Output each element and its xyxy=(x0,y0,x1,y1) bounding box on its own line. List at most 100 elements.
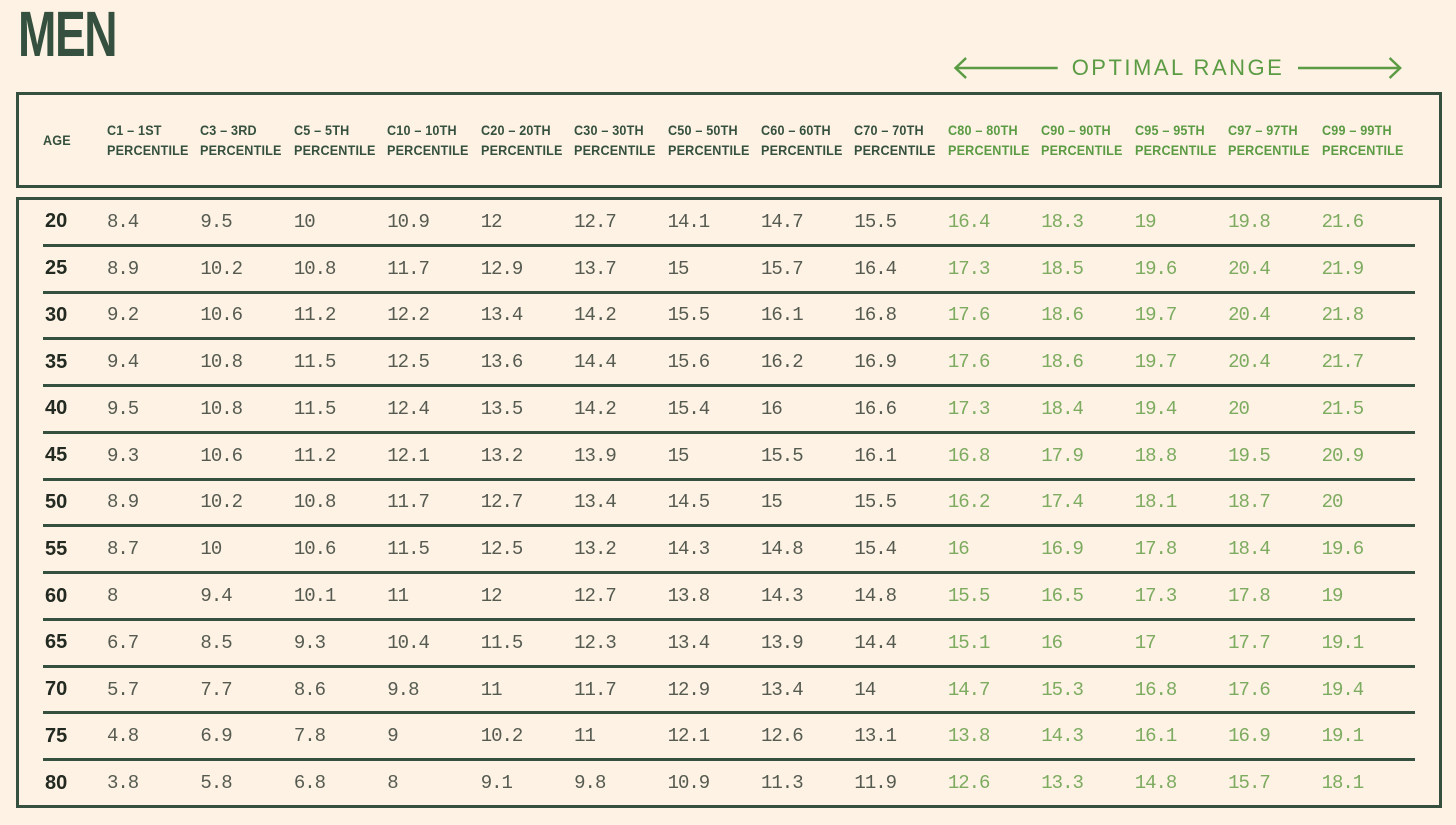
cell-value: 19.1 xyxy=(1321,725,1365,748)
cell-value: 5.7 xyxy=(107,678,139,701)
cell-value: 19.1 xyxy=(1321,631,1365,654)
age-cell: 30 xyxy=(45,303,68,326)
cell-value: 14.7 xyxy=(947,678,991,701)
table-row-age-30: 30 9.2 10.6 11.2 12.2 13.4 14.2 15.5 16.1 16.8 17.… xyxy=(43,294,1415,341)
table-row-age-80: 80 3.8 5.8 6.8 8 9.1 9.8 10.9 11.3 11.9 12.6 13.3 14… xyxy=(43,761,1415,805)
cell-value: 15.5 xyxy=(854,210,897,233)
cell-value: 8.9 xyxy=(107,257,139,280)
cell-value: 18.4 xyxy=(1228,538,1271,561)
cell-value: 15.4 xyxy=(667,397,711,420)
cell-value: 18.4 xyxy=(1041,397,1084,420)
cell-value: 17.4 xyxy=(1041,491,1084,514)
cell-value: 13.7 xyxy=(574,257,617,280)
cell-value: 15 xyxy=(667,444,690,467)
cell-value: 15.7 xyxy=(761,257,804,280)
cell-value: 8.9 xyxy=(107,491,139,514)
cell-value: 12 xyxy=(480,585,503,607)
table-row-age-70: 70 5.7 7.7 8.6 9.8 11 11.7 12.9 13.4 14 14.7 15.3 16… xyxy=(43,668,1415,715)
cell-value: 11.5 xyxy=(293,351,337,374)
cell-value: 13.4 xyxy=(761,678,804,701)
cell-value: 15 xyxy=(667,257,690,280)
cell-value: 13.6 xyxy=(480,351,524,374)
cell-value: 12.9 xyxy=(667,678,711,701)
cell-value: 17 xyxy=(1134,631,1157,654)
cell-value: 11 xyxy=(387,585,409,607)
cell-value: 11 xyxy=(574,725,596,748)
cell-value: 10 xyxy=(293,210,316,233)
cell-value: 17.6 xyxy=(1228,678,1271,701)
column-header-c50: C50 – 50TH PERCENTILE xyxy=(667,121,750,158)
cell-value: 12.4 xyxy=(387,397,430,420)
cell-value: 21.9 xyxy=(1321,257,1365,280)
column-header-c60: C60 – 60TH PERCENTILE xyxy=(761,121,843,158)
cell-value: 15.5 xyxy=(854,491,897,514)
cell-value: 21.6 xyxy=(1321,210,1365,233)
age-cell: 75 xyxy=(45,724,68,747)
cell-value: 14.4 xyxy=(574,351,617,374)
cell-value: 14 xyxy=(854,678,876,701)
cell-value: 17.8 xyxy=(1134,538,1178,561)
cell-value: 13.9 xyxy=(574,444,617,467)
cell-value: 11.2 xyxy=(293,444,337,467)
cell-value: 8.4 xyxy=(107,210,139,233)
cell-value: 10.9 xyxy=(667,772,711,795)
cell-value: 12 xyxy=(480,210,503,233)
cell-value: 16.4 xyxy=(947,210,991,233)
cell-value: 14.3 xyxy=(761,585,804,607)
cell-value: 19.4 xyxy=(1134,397,1178,420)
cell-value: 13.1 xyxy=(854,725,897,748)
cell-value: 13.9 xyxy=(761,631,804,654)
cell-value: 13.5 xyxy=(480,397,524,420)
cell-value: 13.4 xyxy=(574,491,617,514)
cell-value: 16 xyxy=(947,538,970,561)
cell-value: 16 xyxy=(1041,631,1063,654)
column-header-c5: C5 – 5TH PERCENTILE xyxy=(293,121,376,158)
cell-value: 15.7 xyxy=(1228,772,1271,795)
age-cell: 45 xyxy=(45,444,68,467)
cell-value: 12.9 xyxy=(480,257,524,280)
cell-value: 9.4 xyxy=(107,351,139,374)
cell-value: 19 xyxy=(1321,585,1344,607)
column-header-age: AGE xyxy=(43,131,71,148)
cell-value: 14.3 xyxy=(667,538,711,561)
cell-value: 11.3 xyxy=(761,772,804,795)
table-row-age-35: 35 9.4 10.8 11.5 12.5 13.6 14.4 15.6 16.2 16.9 17.… xyxy=(43,340,1415,388)
table-body-box: 20 8.4 9.5 10 10.9 12 12.7 14.1 14.7 15.5 16.4 18.3… xyxy=(16,197,1442,808)
cell-value: 12.1 xyxy=(387,444,430,467)
cell-value: 18.7 xyxy=(1228,491,1271,514)
column-header-c80: C80 – 80TH PERCENTILE xyxy=(947,121,1030,158)
cell-value: 9.1 xyxy=(480,772,513,795)
cell-value: 19.5 xyxy=(1228,444,1271,467)
cell-value: 20.4 xyxy=(1228,351,1271,374)
arrow-right-icon xyxy=(1298,57,1403,79)
cell-value: 11.7 xyxy=(387,491,430,514)
cell-value: 16.2 xyxy=(947,491,991,514)
cell-value: 21.5 xyxy=(1321,397,1365,420)
cell-value: 15.3 xyxy=(1041,678,1084,701)
cell-value: 6.9 xyxy=(200,725,232,748)
cell-value: 13.2 xyxy=(480,444,524,467)
cell-value: 16.1 xyxy=(761,304,804,327)
cell-value: 18.8 xyxy=(1134,444,1178,467)
cell-value: 10.6 xyxy=(200,444,243,467)
cell-value: 12.7 xyxy=(480,491,524,514)
cell-value: 19.7 xyxy=(1134,351,1178,374)
column-header-c3: C3 – 3RD PERCENTILE xyxy=(200,121,283,158)
cell-value: 16.6 xyxy=(854,397,897,420)
cell-value: 19.4 xyxy=(1321,678,1365,701)
cell-value: 16.1 xyxy=(854,444,897,467)
top-bar: MEN OPTIMAL RANGE xyxy=(0,0,1456,92)
cell-value: 17.3 xyxy=(1134,585,1178,607)
cell-value: 20.9 xyxy=(1321,444,1365,467)
cell-value: 18.6 xyxy=(1041,351,1084,374)
cell-value: 16.1 xyxy=(1134,725,1178,748)
cell-value: 3.8 xyxy=(107,772,139,795)
cell-value: 16 xyxy=(761,397,783,420)
age-cell: 60 xyxy=(45,584,68,607)
cell-value: 10 xyxy=(200,538,222,561)
table-row-age-55: 55 8.7 10 10.6 11.5 12.5 13.2 14.3 14.8 15.4 16 16.… xyxy=(43,527,1415,575)
cell-value: 13.8 xyxy=(667,585,711,607)
cell-value: 19.6 xyxy=(1134,257,1178,280)
cell-value: 18.6 xyxy=(1041,304,1084,327)
cell-value: 11.2 xyxy=(293,304,337,327)
